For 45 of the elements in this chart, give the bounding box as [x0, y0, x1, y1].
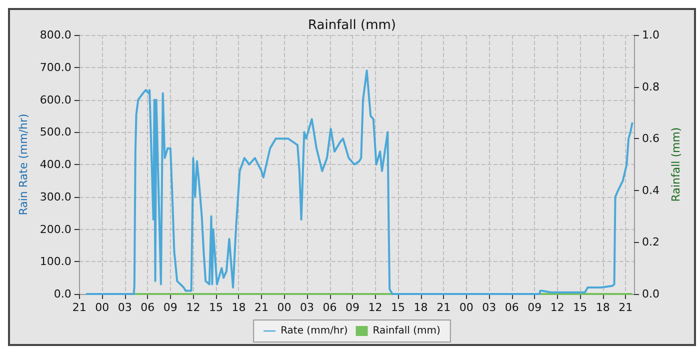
- y2-tick-label: 0.6: [642, 132, 660, 146]
- x-tick-label: 15: [391, 301, 406, 314]
- y2-tick-label: 0.2: [642, 236, 660, 249]
- y-tick-label: 100.0: [40, 255, 72, 268]
- y2-tick-label: 1.0: [642, 28, 660, 42]
- x-tick-label: 09: [346, 301, 360, 314]
- x-tick-label: 06: [140, 301, 155, 314]
- y-tick-label: 400.0: [40, 158, 72, 171]
- x-tick-label: 15: [573, 301, 588, 314]
- x-tick-label: 18: [596, 301, 610, 314]
- y2-tick-label: 0.8: [642, 80, 660, 94]
- x-tick-label: 06: [504, 301, 519, 314]
- y-tick-label: 0.0: [54, 288, 72, 300]
- x-tick-label: 06: [322, 301, 337, 314]
- y2-axis-title: Rainfall (mm): [669, 127, 682, 202]
- x-tick-label: 21: [72, 301, 86, 314]
- x-tick-label: 15: [208, 301, 223, 314]
- y-tick-label: 600.0: [40, 93, 72, 106]
- y-tick-label: 800.0: [40, 28, 72, 42]
- legend-label: Rate (mm/hr): [280, 326, 348, 336]
- x-tick-label: 21: [254, 301, 268, 314]
- y-axis-title: Rain Rate (mm/hr): [17, 114, 30, 216]
- x-tick-label: 03: [482, 301, 496, 314]
- y2-tick-label: 0.0: [642, 288, 660, 300]
- x-tick-label: 12: [186, 301, 200, 314]
- x-tick-label: 00: [95, 301, 110, 314]
- x-tick-label: 03: [300, 301, 314, 314]
- x-tick-label: 12: [550, 301, 564, 314]
- x-tick-label: 12: [368, 301, 382, 314]
- y-tick-label: 200.0: [40, 222, 72, 236]
- chart-title: Rainfall (mm): [308, 18, 396, 33]
- x-tick-label: 09: [163, 301, 178, 314]
- x-tick-label: 03: [118, 301, 132, 314]
- y-tick-label: 300.0: [40, 190, 72, 204]
- x-tick-label: 00: [459, 301, 474, 314]
- y-tick-label: 700.0: [40, 60, 72, 74]
- y-tick-label: 500.0: [40, 126, 72, 139]
- x-tick-label: 09: [528, 301, 542, 314]
- x-tick-label: 18: [414, 301, 428, 314]
- legend-label: Rainfall (mm): [372, 326, 441, 336]
- x-tick-label: 21: [618, 301, 633, 314]
- x-tick-label: 18: [232, 301, 246, 314]
- x-tick-label: 00: [277, 301, 292, 314]
- y2-tick-label: 0.4: [642, 184, 660, 197]
- x-tick-label: 21: [436, 301, 451, 314]
